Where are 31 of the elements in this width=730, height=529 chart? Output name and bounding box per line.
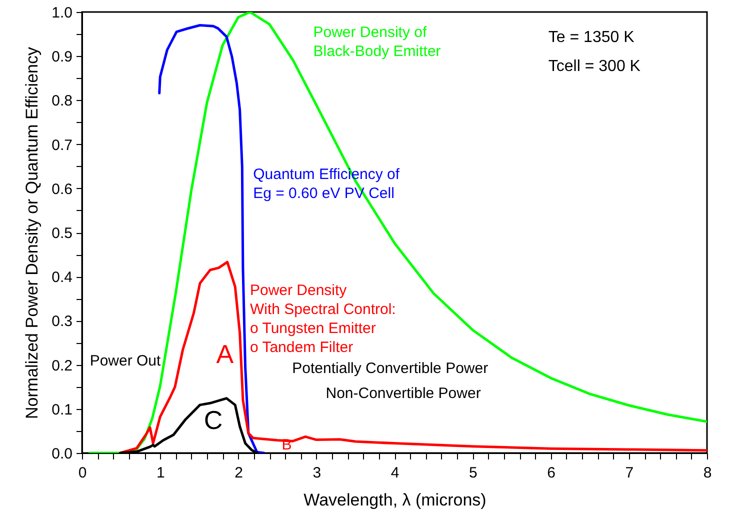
x-tick-label: 5 [468, 464, 478, 482]
y-tick-label: 0.9 [52, 48, 72, 66]
x-tick-label: 1 [156, 464, 165, 482]
annotation: C [204, 405, 223, 436]
series-label: Power Density of Black-Body Emitter [313, 24, 441, 60]
x-axis-title: Wavelength, λ (microns) [304, 490, 486, 510]
y-tick-label: 1.0 [52, 4, 72, 22]
y-tick-label: 0.1 [52, 401, 72, 418]
text: Power Out [90, 352, 162, 370]
y-tick-label: 0.6 [52, 180, 72, 198]
x-tick-label: 4 [390, 464, 400, 482]
x-tick-label: 2 [234, 464, 243, 482]
x-tick-label: 6 [547, 464, 556, 482]
y-tick-label: 0.4 [52, 269, 72, 286]
annotation: Te = 1350 K [548, 29, 635, 46]
y-tick-label: 0.8 [52, 92, 72, 110]
annotation: Tcell = 300 K [548, 58, 641, 75]
annotation: A [216, 339, 234, 370]
x-tick-label: 0 [78, 464, 87, 482]
y-tick-label: 0.7 [52, 136, 72, 154]
y-axis-title: Normalized Power Density or Quantum Efficiency [22, 46, 42, 419]
annotation: Non-Convertible Power [326, 385, 481, 402]
series-label: Power Density With Spectral Control: o Tungsten Emitter o Tandem Filter [250, 282, 396, 356]
x-tick-label: 7 [625, 464, 634, 482]
x-tick-label: 3 [312, 464, 322, 482]
y-tick-label: 0.2 [52, 357, 72, 374]
y-tick-label: 0.3 [52, 313, 72, 330]
annotation: Potentially Convertible Power [292, 360, 488, 377]
y-tick-label: 0.5 [52, 225, 72, 242]
y-tick-label: 0.0 [52, 446, 72, 462]
x-tick-label: 8 [703, 464, 712, 482]
